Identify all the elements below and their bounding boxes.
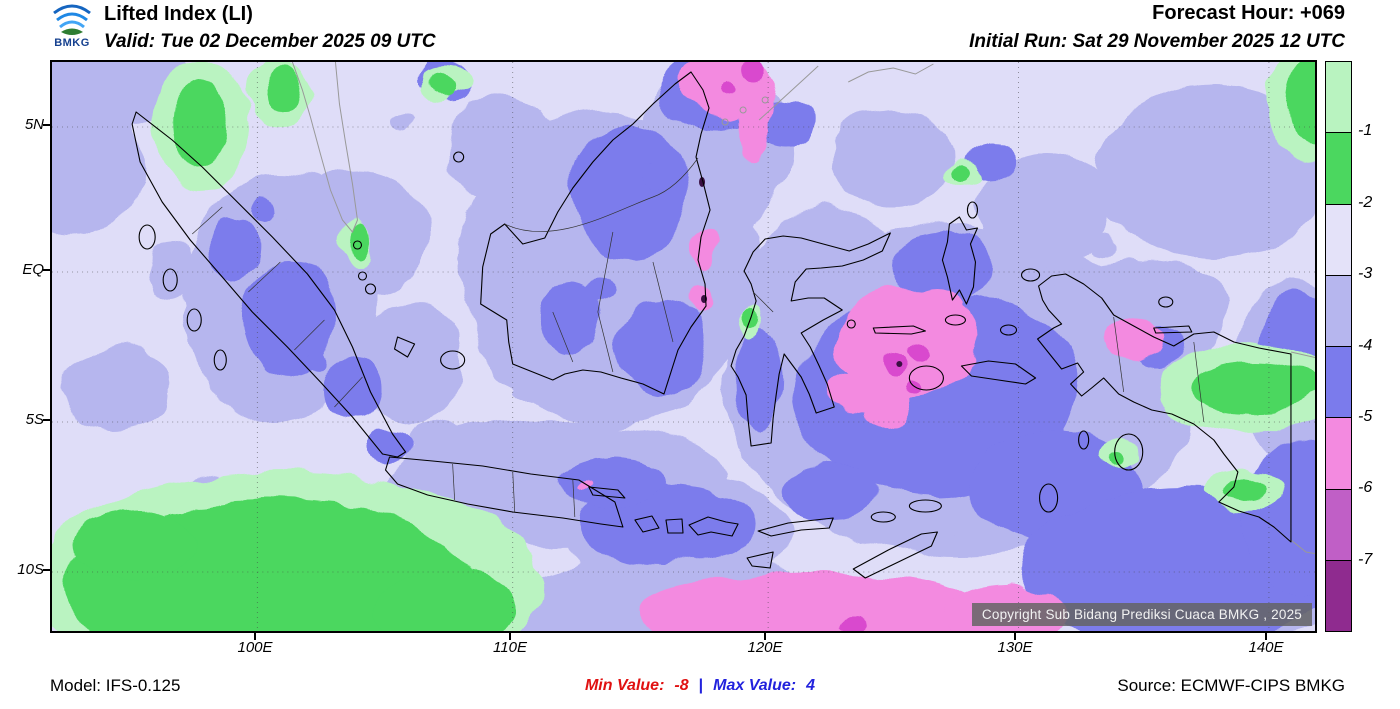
legend-tick-label: -1 (1358, 122, 1373, 140)
legend-bar (1325, 61, 1352, 632)
x-axis-label-100e: 100E (237, 639, 273, 656)
lifted-index-map (52, 62, 1315, 631)
axis-tick (1265, 633, 1267, 640)
forecast-hour-label: Forecast Hour: +069 (1152, 2, 1345, 24)
axis-tick (43, 569, 50, 571)
y-axis-label-eq: EQ (22, 261, 44, 278)
bmkg-logo-icon (53, 4, 91, 35)
legend-tick-label: -5 (1358, 407, 1373, 425)
legend-segment (1326, 488, 1351, 560)
graticule-layer (52, 62, 1315, 631)
minmax-separator: | (698, 677, 704, 694)
weather-map-frame: Copyright Sub Bidang Prediksi Cuaca BMKG… (50, 60, 1317, 633)
page-title: Lifted Index (LI) (104, 3, 253, 25)
legend-segment (1326, 203, 1351, 275)
bmkg-logo-label: BMKG (54, 37, 90, 49)
copyright-watermark: Copyright Sub Bidang Prediksi Cuaca BMKG… (971, 603, 1312, 626)
x-axis-label-130e: 130E (997, 639, 1033, 656)
axis-tick (509, 633, 511, 640)
valid-time-label: Valid: Tue 02 December 2025 09 UTC (104, 31, 436, 52)
axis-tick (43, 269, 50, 271)
x-axis-label-110e: 110E (493, 639, 527, 656)
legend-segment (1326, 132, 1351, 204)
bmkg-logo: BMKG (46, 2, 98, 58)
legend-tick-label: -4 (1358, 336, 1373, 354)
legend-tick-label: -7 (1358, 550, 1373, 568)
legend-segment (1326, 417, 1351, 489)
legend-segment (1326, 274, 1351, 346)
source-label: Source: ECMWF-CIPS BMKG (1117, 676, 1345, 695)
legend-segment (1326, 346, 1351, 418)
axis-tick (764, 633, 766, 640)
coastline-layer (131, 71, 1292, 579)
legend-tick-label: -6 (1358, 479, 1373, 497)
admin-boundary-layer (191, 157, 1205, 518)
fill-layer-green (62, 62, 1315, 631)
initial-run-label: Initial Run: Sat 29 November 2025 12 UTC (969, 31, 1345, 52)
y-axis-label-10s: 10S (17, 561, 44, 578)
max-value-label: Max Value: (713, 677, 797, 694)
legend-segment (1326, 62, 1351, 133)
axis-tick (1014, 633, 1016, 640)
legend-segment (1326, 559, 1351, 631)
y-axis-label-5s: 5S (25, 411, 44, 428)
x-axis-label-120e: 120E (747, 639, 783, 656)
min-value: -8 (674, 677, 689, 694)
x-axis-label-140e: 140E (1248, 639, 1284, 656)
axis-tick (254, 633, 256, 640)
minmax-summary: Min Value: -8 | Max Value: 4 (585, 677, 815, 695)
legend-tick-label: -3 (1358, 265, 1373, 283)
y-axis-label-5n: 5N (24, 116, 44, 133)
legend-tick-label: -2 (1358, 193, 1373, 211)
axis-tick (43, 419, 50, 421)
axis-tick (43, 124, 50, 126)
max-value: 4 (806, 677, 816, 694)
min-value-label: Min Value: (584, 677, 665, 694)
model-label: Model: IFS-0.125 (50, 676, 181, 695)
legend-labels: -1 -2 -3 -4 -5 -6 -7 (1358, 0, 1398, 709)
